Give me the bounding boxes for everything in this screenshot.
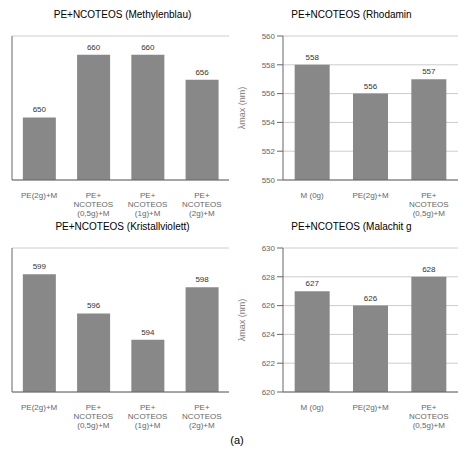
svg-text:627: 627 <box>305 279 319 288</box>
svg-text:557: 557 <box>422 67 436 76</box>
svg-text:596: 596 <box>87 301 101 310</box>
svg-text:660: 660 <box>87 43 101 52</box>
svg-text:656: 656 <box>195 68 209 77</box>
svg-text:599: 599 <box>33 262 47 271</box>
svg-text:M (0g): M (0g) <box>301 403 324 412</box>
svg-text:PE+NCOTEOS(2g)+M: PE+NCOTEOS(2g)+M <box>182 191 222 218</box>
svg-text:628: 628 <box>422 265 436 274</box>
svg-text:630: 630 <box>262 244 276 253</box>
svg-text:PE+NCOTEOS(0,5g)+M: PE+NCOTEOS(0,5g)+M <box>409 403 449 430</box>
svg-text:598: 598 <box>195 275 209 284</box>
html-text:(a): (a) <box>230 434 244 446</box>
svg-text:624: 624 <box>262 330 276 339</box>
svg-text:622: 622 <box>262 359 276 368</box>
svg-text:620: 620 <box>262 388 276 397</box>
svg-text:PE+NCOTEOS(0,5g)+M: PE+NCOTEOS(0,5g)+M <box>74 403 114 430</box>
svg-text:PE+NCOTEOS(1g)+M: PE+NCOTEOS(1g)+M <box>128 403 168 430</box>
svg-text:560: 560 <box>262 32 276 41</box>
svg-text:556: 556 <box>262 89 276 98</box>
svg-text:PE(2g)+M: PE(2g)+M <box>352 191 389 200</box>
svg-text:558: 558 <box>262 61 276 70</box>
svg-text:λmax (nm): λmax (nm) <box>237 87 247 130</box>
html-text:PE+NCOTEOS (Kristallviolett): PE+NCOTEOS (Kristallviolett) <box>55 221 190 232</box>
svg-text:650: 650 <box>33 105 47 114</box>
svg-text:550: 550 <box>262 176 276 185</box>
svg-text:552: 552 <box>262 147 276 156</box>
svg-text:554: 554 <box>262 118 276 127</box>
svg-text:660: 660 <box>141 43 155 52</box>
svg-text:594: 594 <box>141 328 155 337</box>
svg-text:PE(2g)+M: PE(2g)+M <box>21 191 58 200</box>
svg-text:M (0g): M (0g) <box>301 191 324 200</box>
html-text:PE+NCOTEOS (Methylenblau): PE+NCOTEOS (Methylenblau) <box>53 9 192 20</box>
svg-text:556: 556 <box>364 82 378 91</box>
svg-text:PE(2g)+M: PE(2g)+M <box>352 403 389 412</box>
svg-text:λmax (nm): λmax (nm) <box>237 299 247 342</box>
svg-text:626: 626 <box>364 294 378 303</box>
html-text:PE+NCOTEOS (Rhodamin: PE+NCOTEOS (Rhodamin <box>291 9 412 20</box>
html-text:PE+NCOTEOS (Malachit g: PE+NCOTEOS (Malachit g <box>291 221 412 232</box>
svg-text:628: 628 <box>262 273 276 282</box>
svg-text:PE+NCOTEOS(0,5g)+M: PE+NCOTEOS(0,5g)+M <box>74 191 114 218</box>
svg-text:PE+NCOTEOS(1g)+M: PE+NCOTEOS(1g)+M <box>128 191 168 218</box>
svg-text:PE+NCOTEOS(2g)+M: PE+NCOTEOS(2g)+M <box>182 403 222 430</box>
svg-text:PE+NCOTEOS(0,5g)+M: PE+NCOTEOS(0,5g)+M <box>409 191 449 218</box>
svg-text:626: 626 <box>262 301 276 310</box>
svg-text:558: 558 <box>305 53 319 62</box>
svg-text:PE(2g)+M: PE(2g)+M <box>21 403 58 412</box>
